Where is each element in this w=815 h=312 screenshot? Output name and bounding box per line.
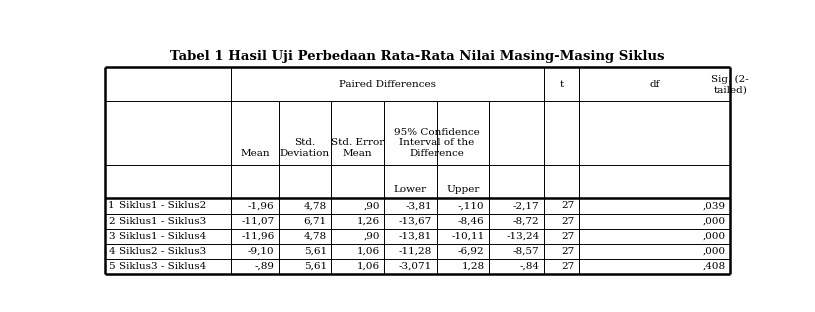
Text: 6,71: 6,71 <box>304 217 327 226</box>
Text: 2: 2 <box>108 217 115 226</box>
Text: -3,81: -3,81 <box>406 202 432 211</box>
Text: Siklus2 - Siklus3: Siklus2 - Siklus3 <box>119 247 206 256</box>
Text: Siklus1 - Siklus2: Siklus1 - Siklus2 <box>119 202 206 211</box>
Text: 27: 27 <box>561 262 575 271</box>
Text: ,90: ,90 <box>363 202 380 211</box>
Text: 1,26: 1,26 <box>357 217 380 226</box>
Text: Sig. (2-
tailed): Sig. (2- tailed) <box>711 75 749 94</box>
Text: 27: 27 <box>561 217 575 226</box>
Text: 1,28: 1,28 <box>461 262 485 271</box>
Text: 27: 27 <box>561 247 575 256</box>
Text: 1,06: 1,06 <box>357 262 380 271</box>
Text: -6,92: -6,92 <box>458 247 485 256</box>
Text: Siklus1 - Siklus4: Siklus1 - Siklus4 <box>119 232 206 241</box>
Text: -,89: -,89 <box>254 262 275 271</box>
Text: Tabel 1 Hasil Uji Perbedaan Rata-Rata Nilai Masing-Masing Siklus: Tabel 1 Hasil Uji Perbedaan Rata-Rata Ni… <box>170 50 665 63</box>
Text: -13,67: -13,67 <box>399 217 432 226</box>
Text: Std.
Deviation: Std. Deviation <box>280 138 330 158</box>
Text: -,84: -,84 <box>520 262 540 271</box>
Text: -13,24: -13,24 <box>506 232 540 241</box>
Text: 95% Confidence
Interval of the
Difference: 95% Confidence Interval of the Differenc… <box>394 128 479 158</box>
Text: 4: 4 <box>108 247 115 256</box>
Text: 4,78: 4,78 <box>304 232 327 241</box>
Text: Std. Error
Mean: Std. Error Mean <box>331 138 385 158</box>
Text: ,000: ,000 <box>703 217 726 226</box>
Text: -,110: -,110 <box>458 202 485 211</box>
Text: -11,28: -11,28 <box>399 247 432 256</box>
Text: -10,11: -10,11 <box>452 232 485 241</box>
Text: -9,10: -9,10 <box>248 247 275 256</box>
Text: 4,78: 4,78 <box>304 202 327 211</box>
Text: 1: 1 <box>108 202 115 211</box>
Text: ,90: ,90 <box>363 232 380 241</box>
Text: -3,071: -3,071 <box>399 262 432 271</box>
Text: -11,07: -11,07 <box>241 217 275 226</box>
Text: df: df <box>650 80 659 89</box>
Text: 27: 27 <box>561 202 575 211</box>
Text: Mean: Mean <box>240 149 270 158</box>
Text: 27: 27 <box>561 232 575 241</box>
Text: Paired Differences: Paired Differences <box>339 80 436 89</box>
Text: 3: 3 <box>108 232 115 241</box>
Text: ,408: ,408 <box>703 262 726 271</box>
Text: -8,72: -8,72 <box>513 217 540 226</box>
Text: -11,96: -11,96 <box>241 232 275 241</box>
Text: -2,17: -2,17 <box>513 202 540 211</box>
Text: 5: 5 <box>108 262 115 271</box>
Text: Siklus3 - Siklus4: Siklus3 - Siklus4 <box>119 262 206 271</box>
Text: -8,57: -8,57 <box>513 247 540 256</box>
Text: ,000: ,000 <box>703 232 726 241</box>
Text: Lower: Lower <box>394 185 427 193</box>
Text: 5,61: 5,61 <box>304 247 327 256</box>
Text: -13,81: -13,81 <box>399 232 432 241</box>
Text: ,039: ,039 <box>703 202 726 211</box>
Text: Siklus1 - Siklus3: Siklus1 - Siklus3 <box>119 217 206 226</box>
Text: Upper: Upper <box>446 185 479 193</box>
Text: -1,96: -1,96 <box>248 202 275 211</box>
Text: t: t <box>559 80 563 89</box>
Text: 5,61: 5,61 <box>304 262 327 271</box>
Text: ,000: ,000 <box>703 247 726 256</box>
Text: -8,46: -8,46 <box>458 217 485 226</box>
Text: 1,06: 1,06 <box>357 247 380 256</box>
